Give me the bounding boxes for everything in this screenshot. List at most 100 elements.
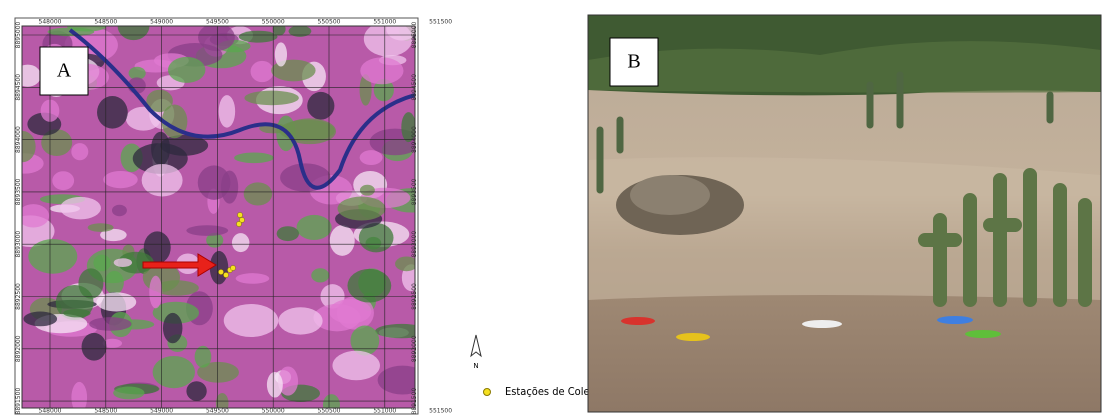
image-patch	[23, 312, 57, 327]
image-patch	[236, 273, 270, 284]
image-patch	[103, 171, 137, 188]
image-patch	[267, 372, 283, 398]
x-tick-label: 548500	[94, 19, 117, 26]
image-patch	[360, 185, 375, 196]
image-patch	[232, 233, 249, 252]
image-patch	[198, 23, 235, 51]
image-patch	[93, 255, 110, 272]
y-tick-label: 8893500	[15, 178, 22, 205]
image-patch	[198, 165, 231, 199]
image-patch	[10, 131, 36, 162]
y-tick-label: 8893000	[411, 231, 418, 258]
image-patch	[275, 42, 287, 66]
x-tick-label: 550000	[262, 19, 285, 26]
image-patch	[153, 356, 195, 388]
image-patch	[186, 225, 228, 236]
image-patch	[311, 268, 329, 282]
image-patch	[89, 317, 131, 331]
image-patch	[88, 223, 114, 232]
image-patch	[60, 197, 101, 219]
figure: A N Estações de Coleta B 548000548000548…	[0, 0, 1106, 417]
y-tick-label: 8894000	[15, 126, 22, 153]
legend-marker	[484, 389, 491, 396]
image-patch	[113, 386, 144, 399]
x-tick-label: 549000	[150, 408, 173, 415]
image-patch	[186, 381, 206, 401]
plate	[621, 317, 655, 325]
station	[230, 265, 235, 270]
image-patch	[360, 57, 403, 84]
image-patch	[296, 215, 331, 240]
image-patch	[114, 258, 132, 267]
boulder-light	[630, 175, 710, 215]
x-tick-label: 551000	[373, 19, 396, 26]
image-patch	[97, 96, 128, 129]
x-tick-label: 548500	[94, 408, 117, 415]
y-tick-label: 8894000	[411, 126, 418, 153]
image-patch	[71, 143, 88, 160]
y-tick-label: 8891500	[411, 388, 418, 415]
image-patch	[332, 351, 379, 380]
x-tick-label: 550500	[318, 19, 341, 26]
y-tick-label: 8895000	[15, 21, 22, 48]
y-tick-label: 8893500	[411, 178, 418, 205]
image-patch	[378, 366, 428, 395]
plate	[676, 333, 710, 341]
image-patch	[278, 307, 322, 334]
image-patch	[338, 197, 386, 221]
image-patch	[78, 268, 103, 298]
y-tick-label: 8892500	[15, 283, 22, 310]
image-patch	[112, 205, 127, 216]
station	[223, 272, 228, 277]
image-patch	[234, 153, 274, 164]
north-arrow	[471, 335, 481, 356]
x-tick-label: 551500	[429, 19, 452, 26]
image-patch	[375, 324, 428, 338]
x-tick-label: 551000	[373, 408, 396, 415]
station	[237, 212, 242, 217]
plate	[965, 330, 1001, 338]
image-patch	[82, 333, 107, 361]
y-tick-label: 8891500	[15, 388, 22, 415]
image-patch	[330, 225, 355, 256]
y-tick-label: 8892000	[411, 335, 418, 362]
image-patch	[307, 92, 334, 120]
image-patch	[63, 309, 90, 318]
station	[236, 221, 241, 226]
x-tick-label: 549500	[206, 19, 229, 26]
panel-label: A	[57, 60, 72, 82]
x-tick-label: 549000	[150, 19, 173, 26]
plate	[802, 320, 842, 328]
y-tick-label: 8892500	[411, 283, 418, 310]
image-patch	[239, 31, 278, 43]
plate	[937, 316, 973, 324]
y-tick-label: 8893000	[15, 231, 22, 258]
y-tick-label: 8894500	[411, 74, 418, 101]
x-tick-label: 549500	[206, 408, 229, 415]
image-patch	[163, 313, 182, 343]
y-tick-label: 8895000	[411, 21, 418, 48]
image-patch	[149, 276, 162, 309]
photo	[588, 15, 1101, 412]
image-patch	[219, 95, 235, 127]
image-patch	[52, 171, 74, 190]
image-patch	[251, 61, 274, 82]
image-patch	[244, 182, 273, 205]
x-tick-label: 551500	[429, 408, 452, 415]
image-patch	[96, 292, 136, 311]
x-tick-label: 548000	[39, 408, 62, 415]
north-label: N	[473, 362, 478, 370]
y-tick-label: 8894500	[15, 74, 22, 101]
image-patch	[277, 226, 299, 241]
image-patch	[360, 150, 383, 165]
x-tick-label: 550500	[318, 408, 341, 415]
page: A N Estações de Coleta B 548000548000548…	[0, 0, 1106, 417]
image-patch	[168, 57, 205, 83]
station	[218, 269, 223, 274]
panel-label: B	[627, 51, 640, 73]
y-tick-label: 8892000	[15, 335, 22, 362]
x-tick-label: 550000	[262, 408, 285, 415]
x-tick-label: 548000	[39, 19, 62, 26]
image-patch	[224, 304, 279, 337]
image-patch	[244, 91, 298, 106]
